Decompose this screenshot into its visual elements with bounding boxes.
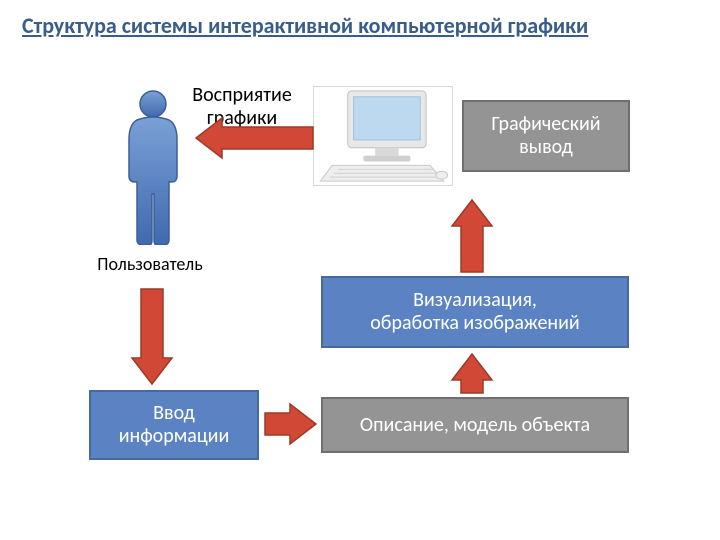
arrow-output-to-perception bbox=[196, 118, 313, 158]
arrow-viz-to-output bbox=[452, 200, 492, 272]
arrow-user-to-input bbox=[132, 289, 172, 384]
diagram-stage: { "title": { "text": "Структура системы … bbox=[0, 0, 720, 540]
arrow-layer bbox=[0, 0, 720, 540]
arrow-description-to-viz bbox=[452, 354, 492, 393]
arrow-input-to-description bbox=[265, 404, 316, 444]
